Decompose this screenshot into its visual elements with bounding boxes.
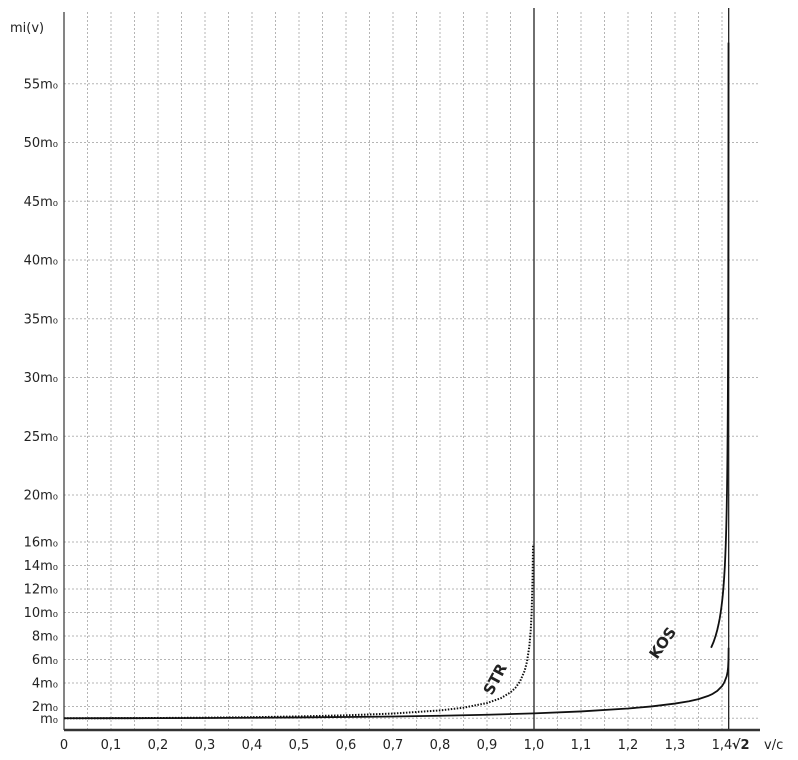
y-tick-label: 16m₀ xyxy=(24,536,58,551)
y-tick-label: 45m₀ xyxy=(24,195,58,210)
x-tick-label: 0,9 xyxy=(477,738,498,753)
y-tick-label: 25m₀ xyxy=(24,430,58,445)
x-tick-label: 1,1 xyxy=(571,738,592,753)
y-tick-label: 20m₀ xyxy=(24,489,58,504)
y-tick-label: 40m₀ xyxy=(24,254,58,269)
x-tick-label: 1,4 xyxy=(712,738,733,753)
x-tick-label: 0,8 xyxy=(430,738,451,753)
x-tick-label: 1,3 xyxy=(665,738,686,753)
grid xyxy=(64,12,760,730)
series-kos-line xyxy=(63,647,730,720)
y-tick-label: 8m₀ xyxy=(32,630,58,645)
asymptotes xyxy=(533,8,730,730)
y-tick-label: 10m₀ xyxy=(24,606,58,621)
axes xyxy=(63,12,760,732)
str-curve-label: STR xyxy=(480,660,511,698)
y-tick-label: m₀ xyxy=(40,712,58,727)
x-tick-label: 1,2 xyxy=(618,738,639,753)
x-tick-label: 1,0 xyxy=(524,738,545,753)
y-tick-label: 6m₀ xyxy=(32,653,58,668)
y-tick-label: 55m₀ xyxy=(24,77,58,92)
y-tick-label: 14m₀ xyxy=(24,559,58,574)
x-tick-label: 0,3 xyxy=(195,738,216,753)
series-kos-upper-line xyxy=(710,42,730,649)
y-tick-label: 12m₀ xyxy=(24,583,58,598)
y-tick-label: 4m₀ xyxy=(32,677,58,692)
y-tick-label: 35m₀ xyxy=(24,312,58,327)
x-tick-label: 0,4 xyxy=(242,738,263,753)
x-tick-label: 0 xyxy=(60,738,68,753)
y-tick-label: 50m₀ xyxy=(24,136,58,151)
x-tick-labels: 0 0,1 0,2 0,3 0,4 0,5 0,6 0,7 0,8 0,9 1,0 1,1 1,2 1,3… xyxy=(60,738,750,753)
x-tick-label: 0,2 xyxy=(148,738,169,753)
y-tick-label: 30m₀ xyxy=(24,371,58,386)
x-axis-label: v/c xyxy=(764,738,783,753)
y-tick-label: 2m₀ xyxy=(32,700,58,715)
x-tick-label: 0,6 xyxy=(336,738,357,753)
x-tick-label-sqrt2: √2 xyxy=(732,738,750,753)
y-axis-label: mi(v) xyxy=(10,21,44,36)
series xyxy=(63,42,730,720)
x-tick-label: 0,1 xyxy=(101,738,122,753)
x-tick-label: 0,5 xyxy=(289,738,310,753)
x-tick-label: 0,7 xyxy=(383,738,404,753)
